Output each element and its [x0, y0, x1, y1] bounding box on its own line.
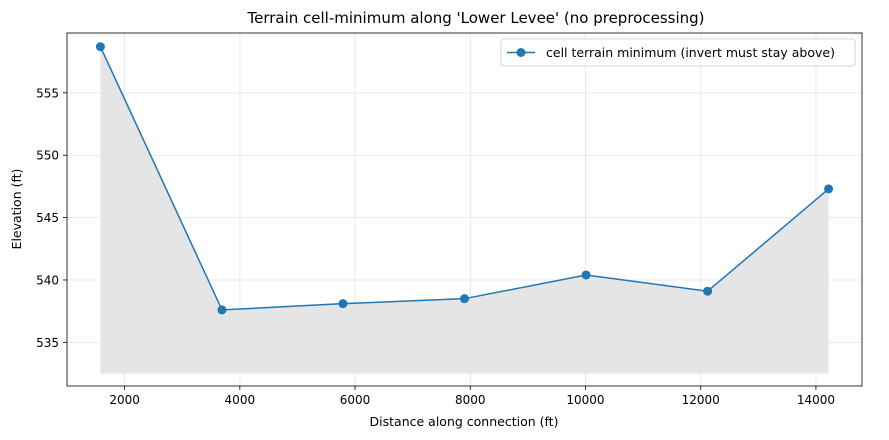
- x-tick-label: 8000: [455, 393, 486, 407]
- data-point: [338, 299, 348, 309]
- legend-marker-swatch: [516, 48, 526, 57]
- x-tick-label: 12000: [682, 393, 720, 407]
- legend-entry-label: cell terrain minimum (invert must stay a…: [546, 45, 835, 60]
- y-axis-ticks: 535 540 545 550 555: [36, 86, 67, 350]
- x-tick-label: 6000: [340, 393, 371, 407]
- chart-title: Terrain cell-minimum along 'Lower Levee'…: [246, 9, 704, 27]
- data-point: [217, 305, 227, 315]
- data-point: [581, 270, 591, 280]
- data-point: [460, 294, 469, 304]
- y-tick-label: 540: [36, 273, 59, 287]
- x-axis-ticks: 2000 4000 6000 8000 10000 12000 14000: [109, 386, 835, 407]
- y-tick-label: 555: [36, 86, 59, 100]
- data-point: [95, 42, 105, 52]
- y-tick-label: 535: [36, 336, 59, 350]
- x-tick-label: 2000: [109, 393, 140, 407]
- y-axis-label: Elevation (ft): [9, 169, 24, 250]
- x-tick-label: 4000: [225, 393, 256, 407]
- x-axis-label: Distance along connection (ft): [370, 414, 559, 429]
- x-tick-label: 14000: [797, 393, 835, 407]
- plot-frame: [66, 32, 863, 387]
- x-tick-label: 10000: [566, 393, 604, 407]
- data-point: [703, 286, 713, 296]
- legend: cell terrain minimum (invert must stay a…: [500, 38, 856, 67]
- y-tick-label: 545: [36, 211, 59, 225]
- terrain-fill-area: [100, 46, 829, 374]
- series-points: [95, 42, 834, 315]
- data-point: [824, 184, 834, 194]
- y-tick-label: 550: [36, 149, 59, 163]
- legend-box: [500, 38, 856, 67]
